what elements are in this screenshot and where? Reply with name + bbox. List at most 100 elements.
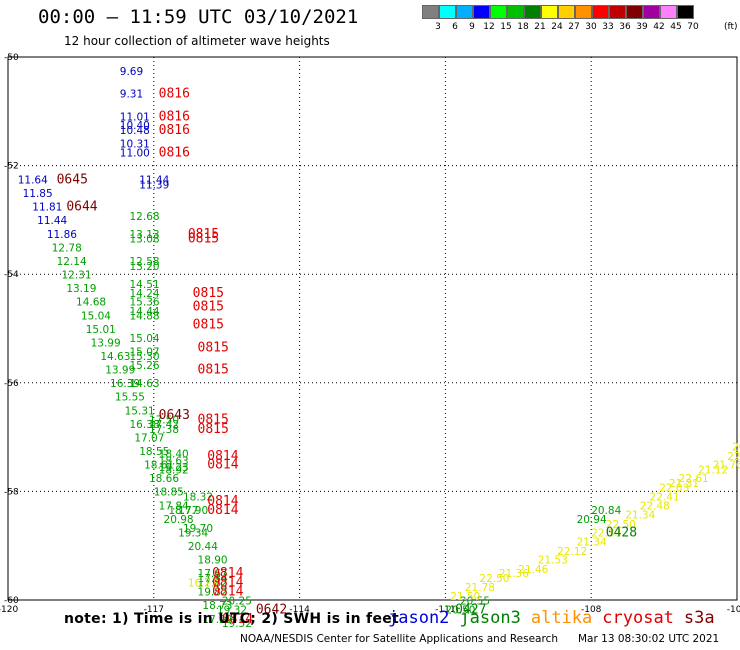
color-scale-label: 6 <box>452 22 458 32</box>
swh-label-jason2: 11.39 <box>139 179 169 191</box>
time-label: 0814 <box>212 585 243 600</box>
swh-label-jason3: 20.94 <box>577 514 607 526</box>
color-scale-label: 70 <box>687 22 699 32</box>
color-scale-label: 15 <box>500 22 512 32</box>
swh-label-jason3: 20.50 <box>445 605 475 617</box>
credit-line: NOAA/NESDIS Center for Satellite Applica… <box>240 633 558 645</box>
color-scale-swatch <box>677 5 694 19</box>
swh-label-jason3: 14.24 <box>130 288 160 300</box>
y-tick-label: -58 <box>4 487 19 497</box>
swh-label-jason3: 13.99 <box>105 365 135 377</box>
plot-frame <box>7 56 738 601</box>
swh-label-jason3: 13.99 <box>91 337 121 349</box>
chart-subtitle: 12 hour collection of altimeter wave hei… <box>64 34 330 48</box>
color-scale-label: 18 <box>517 22 529 32</box>
swh-label-jason3: 12.68 <box>130 211 160 223</box>
swh-label-jason3: 14.88 <box>130 310 160 322</box>
swh-label-jason3: 14.51 <box>130 279 160 291</box>
color-scale-swatch <box>558 5 575 19</box>
swh-label-jason3: 20.44 <box>188 541 218 553</box>
swh-label-jason3: 13.08 <box>130 234 160 246</box>
swh-label-jason2: 9.69 <box>120 66 143 78</box>
swh-label-jason3: 12.14 <box>57 256 87 268</box>
color-scale-swatch <box>541 5 558 19</box>
swh-label-jason3: 18.55 <box>139 446 169 458</box>
swh-label-altika: 21.46 <box>518 564 548 576</box>
color-scale-label: 12 <box>483 22 495 32</box>
swh-label-jason2: 11.64 <box>18 175 48 187</box>
x-tick-label: -108 <box>581 605 602 615</box>
color-scale-swatch <box>490 5 507 19</box>
time-label: 0816 <box>159 145 190 160</box>
color-scale-swatch <box>422 5 439 19</box>
swh-label-jason3: 20.84 <box>591 505 621 517</box>
time-label: 0815 <box>188 227 219 242</box>
time-label: 0815 <box>193 318 224 333</box>
color-scale-label: 24 <box>551 22 563 32</box>
time-label: 0428 <box>606 525 637 540</box>
color-scale-swatch <box>626 5 643 19</box>
satellite-legend-jason2: jason2 <box>388 608 450 628</box>
y-tick-label: -54 <box>4 270 19 280</box>
color-scale-swatch <box>456 5 473 19</box>
color-scale-swatch <box>439 5 456 19</box>
swh-label-jason2: 9.31 <box>120 89 143 101</box>
swh-label-altika: 22.12 <box>557 546 587 558</box>
swh-label-altika: 22.61 <box>679 473 709 485</box>
swh-label-jason3: 17.50 <box>149 415 179 427</box>
swh-label-altika: 22.48 <box>640 500 670 512</box>
swh-label-jason2: 11.81 <box>32 202 62 214</box>
swh-label-altika: 22.50 <box>606 519 636 531</box>
swh-label-jason3: 18.32 <box>183 492 213 504</box>
color-scale-label: 3 <box>435 22 441 32</box>
swh-label-jason3: 15.07 <box>130 347 160 359</box>
time-label: 0814 <box>207 494 238 509</box>
color-scale-swatch <box>660 5 677 19</box>
swh-label-jason3: 16.39 <box>110 378 140 390</box>
swh-label-altika: 22.50 <box>479 573 509 585</box>
swh-label-jason2: 11.01 <box>120 112 150 124</box>
x-tick-label: -111 <box>435 605 455 615</box>
swh-label-jason3: 18.85 <box>154 487 184 499</box>
color-scale-label: 9 <box>469 22 475 32</box>
swh-label-jason3: 18.40 <box>159 449 189 461</box>
swh-label-jason2: 10.40 <box>120 120 150 132</box>
swh-label-jason3: 17.38 <box>149 424 179 436</box>
swh-label-jason3: 19.52 <box>222 618 252 630</box>
color-scale-swatch <box>473 5 490 19</box>
swh-label-jason3: 17.42 <box>149 419 179 431</box>
swh-label-jason3: 15.04 <box>130 333 160 345</box>
satellite-legend-jason3: jason3 <box>459 608 521 628</box>
color-scale-swatch <box>524 5 541 19</box>
time-label: 0427 <box>455 603 486 618</box>
swh-label-jason3: 18.90 <box>198 555 228 567</box>
swh-label-jason3: 13.13 <box>130 229 160 241</box>
swh-label-jason3: 14.63 <box>100 351 130 363</box>
swh-label-jason3: 19.32 <box>217 605 247 617</box>
footer-note: note: 1) Time is in UTC; 2) SWH is in fe… <box>64 611 400 627</box>
time-label: 0814 <box>207 449 238 464</box>
swh-label-jason3: 12.78 <box>52 242 82 254</box>
time-label: 0814 <box>207 458 238 473</box>
time-label: 0645 <box>57 173 88 188</box>
color-scale-label: 27 <box>568 22 580 32</box>
time-label: 0815 <box>198 422 229 437</box>
color-scale-label: 36 <box>619 22 631 32</box>
time-label: 0815 <box>188 232 219 247</box>
color-scale-label: 42 <box>653 22 665 32</box>
swh-label-jason3: 17.22 <box>202 614 232 626</box>
time-label: 0814 <box>207 503 238 518</box>
color-scale-swatch <box>592 5 609 19</box>
swh-label-jason3: 20.98 <box>164 514 194 526</box>
swh-label-jason2: 11.44 <box>37 215 67 227</box>
time-label: 0815 <box>193 286 224 301</box>
swh-label-jason3: 19.34 <box>178 527 208 539</box>
swh-label-jason3: 19.82 <box>198 587 228 599</box>
time-label: 0814 <box>222 612 253 627</box>
satellite-legend-cryosat: cryosat <box>602 608 674 628</box>
time-label: 0815 <box>198 413 229 428</box>
time-label: 0815 <box>198 363 229 378</box>
swh-label-jason2: 11.44 <box>139 175 169 187</box>
color-scale-swatch <box>575 5 592 19</box>
timestamp: Mar 13 08:30:02 UTC 2021 <box>578 633 720 645</box>
